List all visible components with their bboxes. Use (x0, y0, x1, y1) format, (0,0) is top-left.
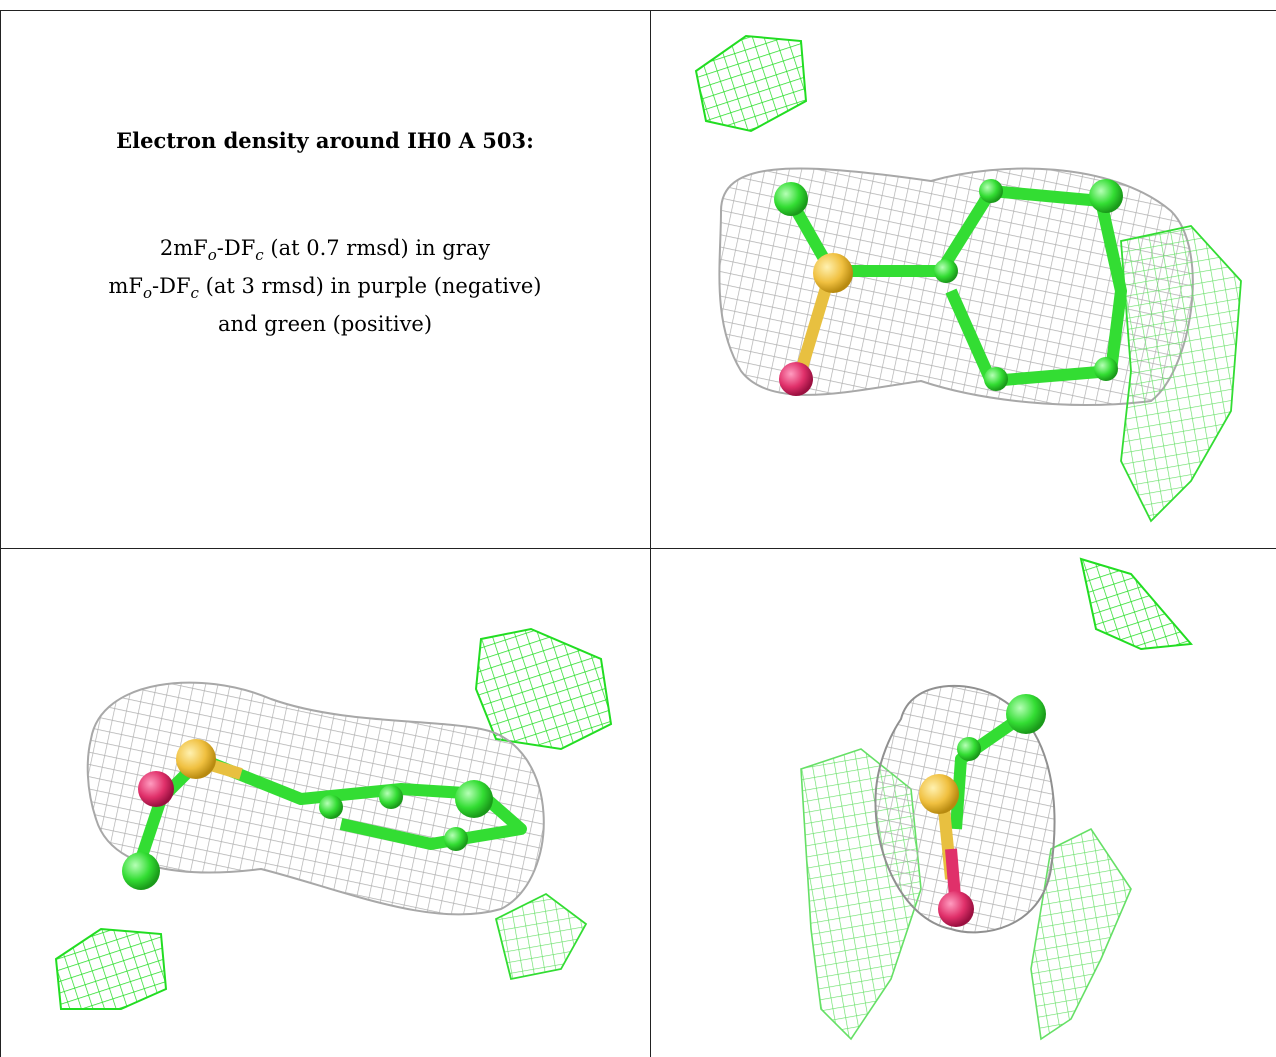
table-border-top (0, 10, 1276, 11)
carbon-atom (122, 852, 160, 890)
caption-line-mfo: mFo-DFc (at 3 rmsd) in purple (negative) (108, 274, 542, 303)
caption-line-2mfo: 2mFo-DFc (at 0.7 rmsd) in gray (159, 236, 491, 265)
caption-line-green: and green (positive) (217, 312, 433, 337)
green-positive-blob-top (694, 34, 808, 133)
ligand-model (774, 179, 1127, 396)
gray-density-mesh (874, 684, 1056, 934)
carbon-atom (379, 785, 403, 809)
density-view-top-right (651, 11, 1275, 547)
green-positive-blob-top-right (474, 627, 613, 751)
green-positive-blob-right (1030, 827, 1132, 1041)
carbon-atom (979, 179, 1003, 203)
sulfur-atom (176, 739, 216, 779)
green-positive-blob-top (1079, 557, 1194, 651)
oxygen-atom (779, 362, 813, 396)
sulfur-atom (813, 253, 853, 293)
ligand-model (122, 739, 527, 890)
table-divider-horizontal (0, 548, 1276, 549)
carbon-atom (1094, 357, 1118, 381)
table-divider-vertical (650, 10, 651, 1057)
oxygen-atom (938, 891, 974, 927)
carbon-atom (934, 259, 958, 283)
carbon-atom (444, 827, 468, 851)
oxygen-atom (138, 771, 174, 807)
carbon-atom (774, 182, 808, 216)
carbon-atom (957, 737, 981, 761)
green-positive-blob-bottom-left (54, 927, 168, 1010)
carbon-atom (984, 367, 1008, 391)
sulfur-atom (919, 774, 959, 814)
figure-caption: Electron density around IH0 A 503: 2mFo-… (20, 128, 630, 340)
density-view-bottom-left (1, 549, 650, 1057)
carbon-atom (1089, 179, 1123, 213)
ligand-model (919, 694, 1046, 927)
carbon-atom (319, 795, 343, 819)
density-view-bottom-right (651, 549, 1275, 1057)
table-border-left (0, 10, 1, 1057)
caption-title: Electron density around IH0 A 503: (116, 128, 534, 153)
carbon-atom (455, 780, 493, 818)
green-positive-blob-bottom-right (494, 892, 588, 981)
green-positive-blob-right (1120, 225, 1242, 523)
carbon-atom (1006, 694, 1046, 734)
